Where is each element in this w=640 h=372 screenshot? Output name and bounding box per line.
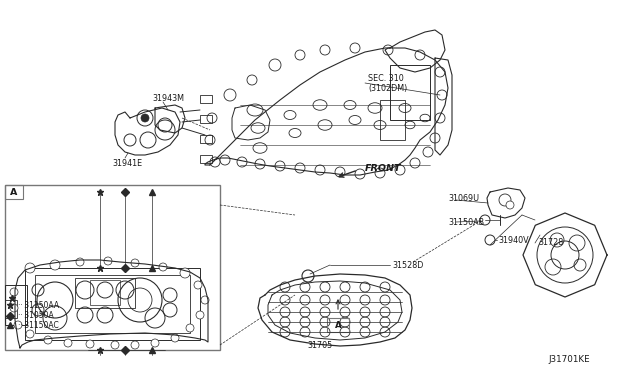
- Bar: [200, 95, 212, 103]
- Circle shape: [480, 215, 490, 225]
- Circle shape: [186, 324, 194, 332]
- Bar: [35, 275, 190, 333]
- Circle shape: [50, 260, 60, 270]
- Text: ·· 31150AA: ·· 31150AA: [18, 301, 59, 310]
- Circle shape: [111, 341, 119, 349]
- Circle shape: [86, 340, 94, 348]
- Circle shape: [25, 263, 35, 273]
- Bar: [380, 100, 405, 140]
- Circle shape: [10, 288, 18, 296]
- Text: A: A: [335, 321, 341, 330]
- Circle shape: [224, 89, 236, 101]
- Bar: [200, 135, 212, 143]
- Circle shape: [302, 270, 314, 282]
- Circle shape: [255, 159, 265, 169]
- Circle shape: [383, 45, 393, 55]
- Text: ·· 31050A: ·· 31050A: [18, 311, 54, 321]
- Circle shape: [423, 147, 433, 157]
- Bar: [25, 268, 200, 340]
- Circle shape: [26, 330, 34, 338]
- Circle shape: [131, 259, 139, 267]
- Text: 31150AB: 31150AB: [448, 218, 484, 227]
- Text: A: A: [10, 187, 18, 196]
- Circle shape: [435, 113, 445, 123]
- Circle shape: [430, 133, 440, 143]
- Circle shape: [159, 263, 167, 271]
- Text: J31701KE: J31701KE: [548, 356, 589, 365]
- Bar: [75, 278, 135, 308]
- Circle shape: [14, 321, 22, 329]
- Circle shape: [355, 169, 365, 179]
- Circle shape: [141, 114, 149, 122]
- Circle shape: [247, 75, 257, 85]
- Bar: [327, 318, 349, 332]
- Circle shape: [295, 163, 305, 173]
- Circle shape: [220, 155, 230, 165]
- Circle shape: [151, 339, 159, 347]
- Circle shape: [275, 161, 285, 171]
- Circle shape: [131, 341, 139, 349]
- Circle shape: [205, 135, 215, 145]
- Circle shape: [10, 304, 18, 312]
- Circle shape: [395, 165, 405, 175]
- Circle shape: [196, 311, 204, 319]
- Circle shape: [44, 336, 52, 344]
- Text: 31705: 31705: [307, 340, 333, 350]
- Circle shape: [180, 268, 190, 278]
- Circle shape: [237, 157, 247, 167]
- Circle shape: [210, 157, 220, 167]
- Text: 31941E: 31941E: [112, 158, 142, 167]
- Text: ·· 31150AC: ·· 31150AC: [18, 321, 59, 330]
- Circle shape: [104, 257, 112, 265]
- Bar: [390, 65, 430, 120]
- Text: FRONT: FRONT: [365, 164, 401, 173]
- Text: 31528D: 31528D: [392, 260, 424, 269]
- Circle shape: [194, 281, 202, 289]
- Circle shape: [506, 201, 514, 209]
- Circle shape: [207, 113, 217, 123]
- Text: 31069U: 31069U: [448, 193, 479, 202]
- Circle shape: [295, 50, 305, 60]
- Circle shape: [76, 258, 84, 266]
- Circle shape: [171, 334, 179, 342]
- Text: 31728: 31728: [538, 237, 563, 247]
- Circle shape: [410, 158, 420, 168]
- Bar: [200, 115, 212, 123]
- Text: 31943M: 31943M: [152, 93, 184, 103]
- Bar: [5, 300, 17, 318]
- Bar: [90, 280, 120, 305]
- Bar: [200, 155, 212, 163]
- Bar: [5, 185, 23, 199]
- Circle shape: [485, 235, 495, 245]
- Circle shape: [201, 296, 209, 304]
- Bar: [5, 285, 27, 325]
- Circle shape: [320, 45, 330, 55]
- Circle shape: [315, 165, 325, 175]
- Circle shape: [350, 43, 360, 53]
- Circle shape: [375, 168, 385, 178]
- Circle shape: [435, 67, 445, 77]
- Bar: [5, 185, 220, 350]
- Text: SEC. 310: SEC. 310: [368, 74, 404, 83]
- Text: 31940V: 31940V: [498, 235, 529, 244]
- Circle shape: [335, 167, 345, 177]
- Circle shape: [64, 339, 72, 347]
- Circle shape: [269, 59, 281, 71]
- Circle shape: [437, 90, 447, 100]
- Circle shape: [415, 50, 425, 60]
- Text: (3102DM): (3102DM): [368, 83, 407, 93]
